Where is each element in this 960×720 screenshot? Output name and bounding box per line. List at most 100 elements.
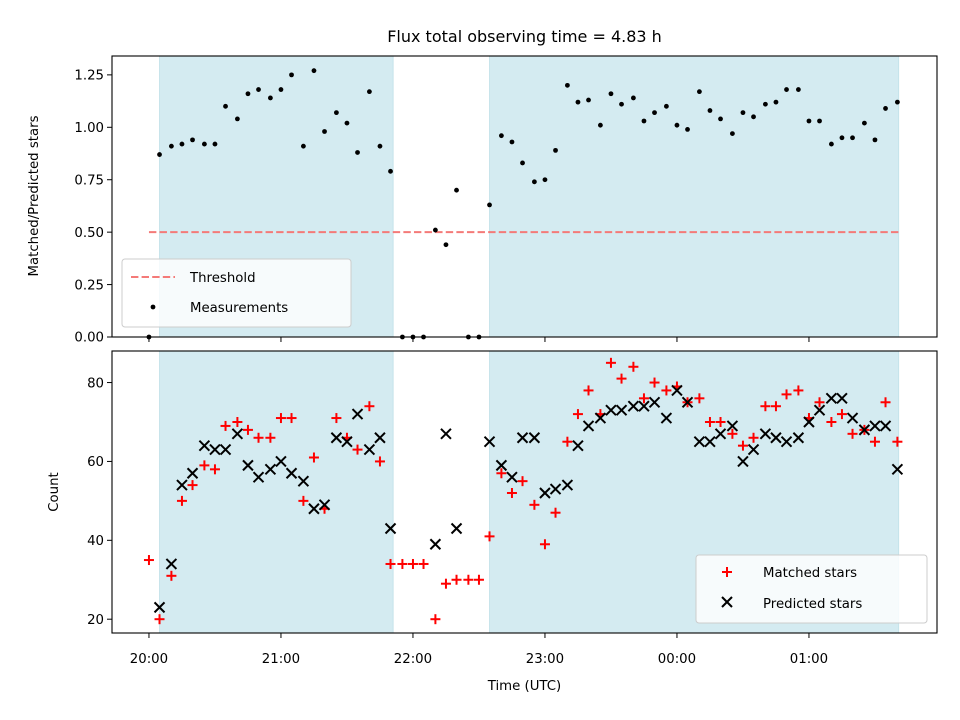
matched-star-point: [496, 468, 507, 479]
measurement-point: [256, 87, 261, 92]
matched-star-point: [166, 570, 177, 581]
matched-star-point: [484, 531, 495, 542]
predicted-star-point: [165, 558, 178, 570]
matched-star-point: [286, 413, 297, 424]
matched-star-point: [562, 436, 573, 447]
matched-star-point: [331, 413, 342, 424]
measurement-point: [355, 150, 360, 155]
measurement-point: [631, 95, 636, 101]
measurements-legend-swatch: [150, 304, 156, 310]
matched-star-point: [770, 401, 781, 412]
predicted-star-point: [726, 420, 739, 432]
top-y-tick-label: 0.75: [74, 173, 104, 188]
matched-star-point: [638, 393, 649, 404]
measurement-point: [443, 242, 449, 248]
matched-star-point: [275, 413, 286, 424]
measurement-point: [212, 141, 218, 147]
top-y-tick-label: 1.00: [74, 121, 104, 136]
predicted-star-point: [627, 400, 640, 412]
matched-star-point: [364, 401, 375, 412]
measurement-point: [730, 131, 735, 136]
matched-star-point: [385, 558, 396, 569]
matched-star-point: [506, 487, 517, 498]
matched-star-point: [539, 539, 550, 550]
measurement-point: [334, 110, 339, 116]
predicted-star-point: [506, 471, 518, 483]
matched-star-point: [473, 574, 484, 585]
predicted-star-point: [605, 404, 617, 416]
measurement-point: [311, 68, 317, 74]
matched-star-point: [418, 558, 429, 569]
measurement-point: [542, 177, 548, 183]
matched-star-point: [430, 614, 441, 625]
measurement-point: [179, 141, 185, 147]
measurement-point: [454, 187, 459, 193]
top-y-tick-label: 1.25: [74, 69, 104, 84]
measurement-point: [763, 101, 768, 107]
matched-star-point: [253, 432, 264, 443]
measurement-point: [487, 202, 492, 208]
measurement-point: [586, 97, 591, 103]
matched-star-point: [209, 464, 220, 475]
predicted-star-point: [803, 416, 815, 428]
matched-star-point: [374, 456, 385, 467]
predicted-star-point: [186, 467, 199, 479]
top-legend-box: [121, 258, 352, 328]
matched-star-point: [176, 495, 187, 506]
predicted-star-point: [528, 432, 541, 444]
bottom-y-tick-label: 60: [87, 455, 104, 470]
matched-star-point: [760, 401, 771, 412]
matched-star-point: [529, 499, 540, 510]
top-axes-frame: [111, 55, 938, 338]
measurement-point: [751, 114, 756, 120]
predicted-star-point: [594, 412, 607, 424]
predicted-star-point: [384, 522, 397, 535]
predicted-star-point: [516, 432, 529, 444]
predicted-star-point: [858, 424, 871, 436]
predicted-star-point: [198, 439, 211, 452]
matched-star-point: [154, 614, 165, 625]
predicted-star-point: [737, 455, 749, 468]
threshold-legend-label: Threshold: [189, 271, 256, 286]
bottom-y-tick-label: 20: [87, 613, 104, 628]
bottom-x-ticks: 20:00 21:00 22:00 23:00 00:00 01:00: [130, 633, 828, 667]
predicted-star-point: [308, 503, 320, 515]
matched-star-point: [220, 420, 231, 431]
measurement-point: [829, 141, 834, 147]
bottom-x-tick-label: 22:00: [394, 652, 432, 667]
measurement-point: [674, 122, 680, 128]
measurement-point: [575, 99, 581, 105]
measurement-point: [157, 152, 162, 157]
top-y-tick-label: 0.00: [74, 331, 104, 346]
matched-star-point: [440, 578, 451, 589]
matched-stars-points: [143, 357, 903, 625]
measurement-point: [289, 72, 294, 78]
top-legend: Threshold Measurements: [121, 258, 352, 328]
predicted-star-point: [209, 443, 221, 456]
matched-star-point: [836, 409, 847, 420]
measurement-point: [806, 118, 812, 124]
measurement-point: [697, 89, 702, 95]
predicted-star-point: [846, 412, 859, 424]
predicted-star-point: [363, 443, 376, 456]
bottom-y-tick-label: 40: [87, 534, 104, 549]
matched-star-point: [407, 558, 418, 569]
matched-star-point: [550, 507, 561, 518]
chart-title: Flux total observing time = 4.83 h: [387, 27, 662, 46]
measurement-point: [235, 116, 240, 122]
measurement-point: [862, 120, 867, 126]
matched-star-point: [649, 377, 660, 388]
predicted-star-point: [825, 392, 838, 405]
top-y-ticks: 0.00 0.25 0.50 0.75 1.00 1.25: [74, 69, 112, 346]
bottom-x-tick-label: 01:00: [790, 652, 828, 667]
predicted-star-point: [483, 436, 496, 448]
matched-star-point: [199, 460, 210, 471]
measurement-point: [223, 103, 228, 109]
matched-star-point: [628, 361, 639, 372]
matched-star-point: [661, 385, 672, 396]
predicted-star-point: [615, 404, 628, 416]
predicted-star-point: [879, 420, 892, 432]
predicted-star-point: [153, 601, 166, 614]
